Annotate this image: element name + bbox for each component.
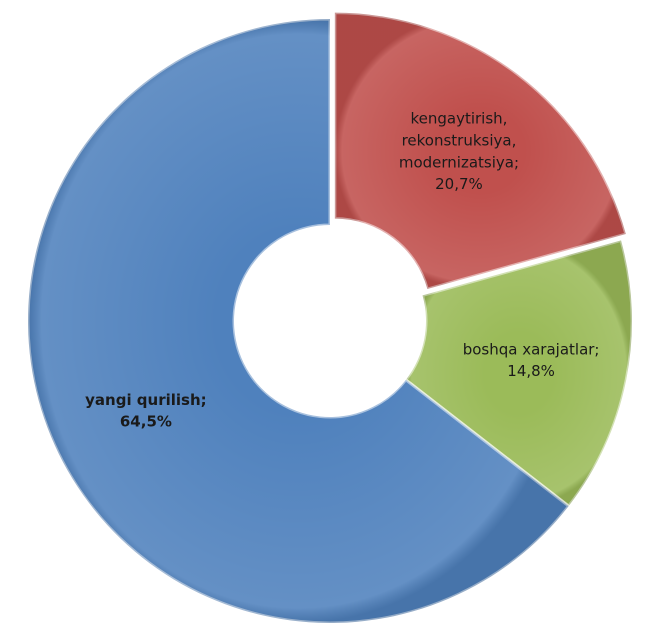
data-label-category: kengaytirish, rekonstruksiya, modernizatsi… — [399, 109, 519, 171]
label-line: modernizatsiya; — [399, 153, 519, 171]
label-line: yangi qurilish; — [85, 391, 207, 409]
data-label-value: 20,7% — [435, 175, 483, 193]
donut-slice — [333, 11, 628, 291]
data-label-value: 14,8% — [507, 362, 555, 380]
data-label-value: 64,5% — [120, 413, 172, 431]
label-line: boshqa xarajatlar; — [463, 340, 600, 358]
label-line: rekonstruksiya, — [402, 131, 517, 149]
label-line: kengaytirish, — [410, 109, 507, 127]
data-label-category: yangi qurilish; — [85, 391, 207, 409]
data-label-category: boshqa xarajatlar; — [463, 340, 600, 358]
